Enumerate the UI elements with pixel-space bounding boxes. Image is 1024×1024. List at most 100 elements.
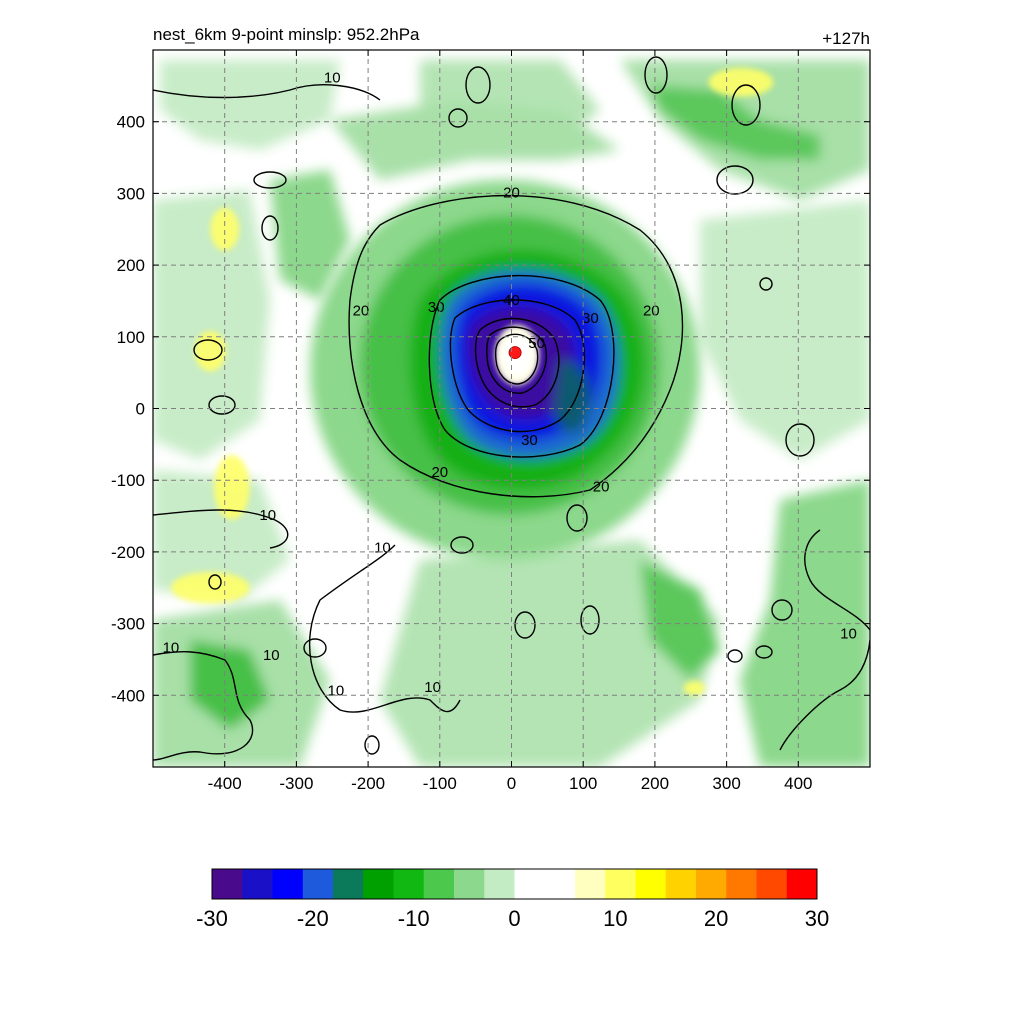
contour-loop-9 xyxy=(450,536,474,554)
colorbar-tick-label: 0 xyxy=(508,906,520,931)
contour-loop-21 xyxy=(759,277,773,291)
colorbar-segment-9 xyxy=(484,869,515,899)
colorbar-segment-16 xyxy=(696,869,727,899)
positive-anomaly-shading xyxy=(170,67,774,696)
colorbar-tick-label: -10 xyxy=(398,906,430,931)
colorbar-segment-17 xyxy=(726,869,757,899)
contour-label: 30 xyxy=(582,310,599,327)
contour-loop-13 xyxy=(303,638,327,658)
contour-loop-7 xyxy=(785,423,815,457)
x-tick-label: 400 xyxy=(784,774,812,793)
y-tick-label: 0 xyxy=(136,400,145,419)
colorbar-tick-label: 10 xyxy=(603,906,627,931)
colorbar-segment-8 xyxy=(454,869,485,899)
contour-10-sw-c xyxy=(153,651,254,761)
contour-label: 20 xyxy=(593,478,610,495)
x-tick-label: -100 xyxy=(423,774,457,793)
contour-label: 10 xyxy=(374,539,391,556)
positive-anomaly-patch-1 xyxy=(213,455,250,520)
contour-lines xyxy=(153,56,870,761)
colorbar-segment-3 xyxy=(302,869,334,899)
contour-labels: 10 20 20 20 20 20 30 30 30 40 50 10 10 10 10 10 10 10 xyxy=(163,70,857,700)
contour-label: 20 xyxy=(431,464,448,481)
storm-center-marker xyxy=(508,346,522,360)
colorbar-tick-label: 30 xyxy=(805,906,829,931)
contour-loop-3 xyxy=(193,339,223,361)
y-tick-label: 400 xyxy=(117,113,145,132)
x-tick-label: 100 xyxy=(569,774,597,793)
contour-loop-6 xyxy=(731,84,761,126)
contour-loop-10 xyxy=(771,599,793,621)
contour-loop-17 xyxy=(465,66,491,104)
colorbar-segment-12 xyxy=(575,869,606,899)
colorbar-segment-6 xyxy=(393,869,425,899)
shaded-field-layer: 10 20 20 20 20 20 30 30 30 40 50 10 10 10 10 10 10 10 xyxy=(153,56,870,767)
shade-patch-sw-dark xyxy=(190,640,270,730)
contour-label: 10 xyxy=(163,640,180,657)
contour-label: 40 xyxy=(503,292,520,309)
x-tick-label: 200 xyxy=(641,774,669,793)
contour-label: 50 xyxy=(528,335,545,352)
x-axis: -400 -300 -200 -100 0 100 200 300 400 xyxy=(208,50,812,793)
colorbar-segment-5 xyxy=(363,869,394,899)
contour-loop-2 xyxy=(261,215,279,241)
shade-patch-w xyxy=(153,190,270,460)
contour-10-e xyxy=(804,529,870,631)
contour-loop-11 xyxy=(580,605,600,635)
contour-loop-1 xyxy=(253,171,287,189)
shade-patch-arc xyxy=(330,100,620,180)
colorbar-segment-13 xyxy=(605,869,636,899)
x-tick-label: 0 xyxy=(507,774,516,793)
colorbar-segment-10 xyxy=(514,869,546,899)
shade-patch-s xyxy=(380,540,720,767)
colorbar-segment-4 xyxy=(333,869,364,899)
forecast-hour-label: +127h xyxy=(822,29,870,48)
contour-10-sw-b xyxy=(308,544,461,713)
colorbar-segment-1 xyxy=(242,869,273,899)
x-tick-label: 300 xyxy=(712,774,740,793)
contour-label: 10 xyxy=(840,625,857,642)
positive-anomaly-patch-4 xyxy=(708,67,774,97)
contour-60 xyxy=(485,326,547,394)
colorbar: -30 -20 -10 0 10 20 30 xyxy=(196,868,829,931)
colorbar-tick-label: -30 xyxy=(196,906,228,931)
contour-loop-5 xyxy=(716,165,754,195)
storm-dark-teal-arc xyxy=(554,360,591,433)
contour-loop-4 xyxy=(208,395,236,415)
shade-patch-ne-dark xyxy=(650,85,820,160)
y-tick-label: -100 xyxy=(111,471,145,490)
contour-40 xyxy=(449,299,586,433)
colorbar-segment-18 xyxy=(756,869,788,899)
y-tick-label: -400 xyxy=(111,686,145,705)
colorbar-frame xyxy=(211,868,818,900)
colorbar-tick-label: 20 xyxy=(704,906,728,931)
contour-label: 20 xyxy=(353,303,370,320)
positive-anomaly-patch-3 xyxy=(210,207,240,251)
y-tick-label: -300 xyxy=(111,615,145,634)
contour-loop-8 xyxy=(566,504,588,532)
contour-loop-16 xyxy=(364,735,380,755)
colorbar-segment-0 xyxy=(212,869,243,899)
y-tick-label: 200 xyxy=(117,256,145,275)
contour-label: 10 xyxy=(259,507,276,524)
contour-loop-15 xyxy=(755,645,773,659)
colorbar-segment-15 xyxy=(665,869,697,899)
contour-loop-18 xyxy=(448,108,468,128)
positive-anomaly-patch-5 xyxy=(683,680,706,696)
contour-10-se xyxy=(779,639,870,751)
shade-patch-nw xyxy=(160,60,340,150)
grid-lines xyxy=(153,50,870,767)
contour-label: 10 xyxy=(327,683,344,700)
contour-label: 10 xyxy=(424,679,441,696)
chart-title: nest_6km 9-point minslp: 952.2hPa xyxy=(153,25,420,44)
contour-loop-19 xyxy=(644,56,668,94)
contour-10-sw-a xyxy=(153,509,289,549)
x-tick-label: -200 xyxy=(351,774,385,793)
shade-patch-w-low xyxy=(153,470,290,600)
y-tick-label: 300 xyxy=(117,184,145,203)
contour-loop-20 xyxy=(208,574,222,590)
contour-loop-12 xyxy=(514,611,536,639)
shade-patch-s-dark xyxy=(640,560,720,680)
contour-50 xyxy=(474,317,560,408)
colorbar-segment-11 xyxy=(544,869,576,899)
